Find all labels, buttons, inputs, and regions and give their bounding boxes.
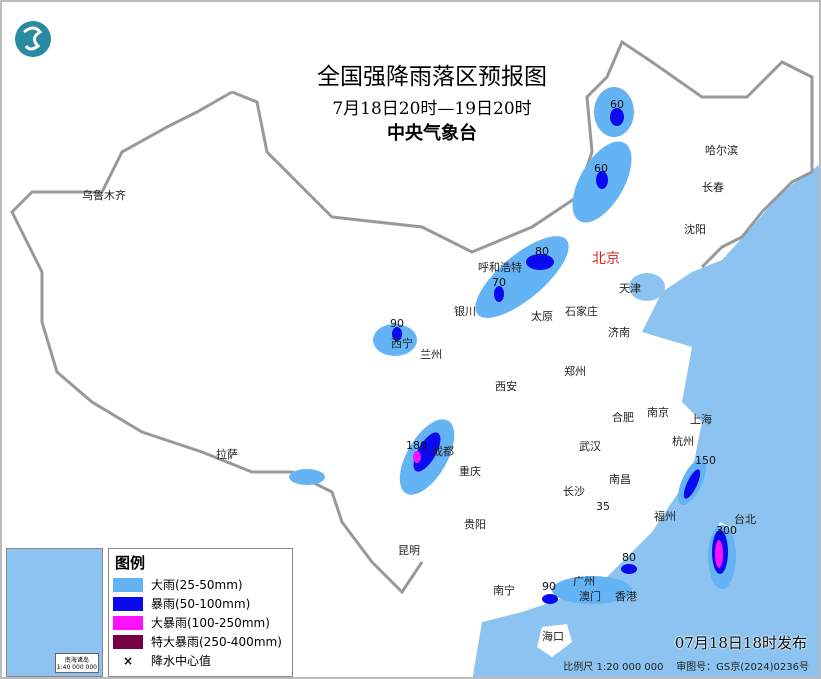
rain-area-rainstorm: [596, 171, 608, 189]
legend-label: 特大暴雨(250-400mm): [151, 635, 282, 649]
rain-center-value: 150: [695, 454, 716, 467]
city-label: 沈阳: [684, 223, 706, 236]
china-border-west: [10, 90, 424, 595]
south-china-sea-inset: 南海诸岛 1:40 000 000: [6, 548, 103, 677]
city-label: 北京: [592, 251, 620, 267]
bohai-sea: [629, 273, 665, 301]
legend-swatch: [113, 615, 143, 630]
legend-swatch: [113, 596, 143, 611]
city-label: 澳门: [579, 590, 601, 603]
rain-center-value: 60: [610, 98, 624, 111]
city-label: 杭州: [672, 435, 694, 448]
rain-area-heavy-rainstorm: [413, 451, 421, 463]
rain-center-value: 90: [542, 580, 556, 593]
city-label: 长春: [702, 181, 724, 194]
review-number: 审图号：GS京(2024)0236号: [676, 662, 809, 673]
china-border: [231, 39, 814, 269]
city-label: 郑州: [564, 365, 586, 378]
rain-center-value: 80: [535, 245, 549, 258]
city-label: 广州: [573, 575, 595, 588]
inset-label: 南海诸岛: [64, 657, 89, 664]
legend-label: 暴雨(50-100mm): [151, 597, 251, 611]
footer-info: 比例尺 1:20 000 000 审图号：GS京(2024)0236号: [563, 658, 809, 673]
city-label: 上海: [690, 413, 712, 426]
city-label: 乌鲁木齐: [82, 189, 126, 202]
rain-center-value: 180: [406, 439, 427, 452]
legend-item: 暴雨(50-100mm): [113, 594, 292, 613]
city-label: 西安: [495, 380, 517, 393]
city-label: 南京: [647, 406, 669, 419]
city-label: 南昌: [609, 473, 631, 486]
rain-area-heavy-rainstorm: [715, 540, 723, 568]
map-scale: 比例尺 1:20 000 000: [563, 662, 664, 673]
rain-area-rainstorm: [526, 254, 554, 270]
legend-swatch: [113, 634, 143, 649]
rain-area-rainstorm: [610, 108, 624, 126]
rain-area-heavy: [552, 576, 632, 604]
city-label: 济南: [608, 326, 630, 339]
legend-swatch: [113, 577, 143, 592]
city-label: 台北: [734, 513, 756, 526]
rain-area-rainstorm: [683, 469, 701, 499]
rain-areas: [289, 87, 736, 604]
rain-center-value: 80: [622, 551, 636, 564]
rain-area-rainstorm: [392, 327, 402, 341]
rain-area-rainstorm: [542, 594, 558, 604]
inset-scale: 1:40 000 000: [56, 664, 97, 671]
logo-icon: [15, 21, 51, 57]
legend-item: 大雨(25-50mm): [113, 575, 292, 594]
city-label: 西宁: [391, 337, 413, 350]
legend-item: 大暴雨(100-250mm): [113, 613, 292, 632]
issue-time: 07月18日18时发布: [674, 634, 807, 652]
city-label: 香港: [615, 590, 637, 603]
legend-label: 降水中心值: [151, 654, 212, 668]
city-label: 兰州: [420, 348, 442, 361]
legend-label: 大雨(25-50mm): [151, 578, 243, 592]
map-title: 全国强降雨落区预报图: [317, 64, 547, 90]
rain-area-rainstorm: [413, 432, 441, 472]
city-label: 天津: [619, 282, 641, 295]
rain-area-heavy: [289, 469, 325, 485]
city-label: 南宁: [493, 584, 515, 597]
legend-label: 大暴雨(100-250mm): [151, 616, 270, 630]
rain-center-value: 35: [596, 500, 610, 513]
rain-center-value: 90: [390, 317, 404, 330]
hainan-island: [537, 624, 572, 657]
city-label: 合肥: [612, 411, 634, 424]
city-label: 成都: [432, 445, 454, 458]
city-label: 昆明: [398, 544, 420, 557]
city-label: 重庆: [459, 465, 481, 478]
city-label: 呼和浩特: [478, 261, 522, 274]
city-label: 石家庄: [565, 305, 598, 318]
rain-area-rainstorm: [494, 286, 504, 302]
legend-title: 图例: [115, 554, 146, 572]
rain-center-value: 60: [594, 162, 608, 175]
legend-item: 特大暴雨(250-400mm): [113, 632, 292, 651]
legend-item: × 降水中心值: [113, 651, 292, 670]
city-label: 贵阳: [464, 518, 486, 531]
rain-area-rainstorm: [621, 564, 637, 574]
sea-area: [472, 164, 819, 677]
city-label: 福州: [654, 510, 676, 523]
city-label: 太原: [531, 310, 553, 323]
agency: 中央气象台: [387, 123, 477, 144]
forecast-period: 7月18日20时—19日20时: [332, 99, 532, 119]
city-label: 哈尔滨: [705, 144, 738, 157]
city-label: 银川: [454, 305, 476, 318]
rain-center-value: 300: [716, 524, 737, 537]
city-label: 长沙: [563, 485, 585, 498]
city-label: 海口: [542, 630, 564, 643]
rain-center-value: 70: [492, 276, 506, 289]
city-label: 拉萨: [216, 448, 238, 461]
rain-area-heavy: [475, 236, 569, 318]
cross-icon: ×: [122, 653, 134, 668]
city-label: 武汉: [579, 440, 601, 453]
legend: 图例 大雨(25-50mm) 暴雨(50-100mm) 大暴雨(100-250m…: [108, 548, 293, 677]
